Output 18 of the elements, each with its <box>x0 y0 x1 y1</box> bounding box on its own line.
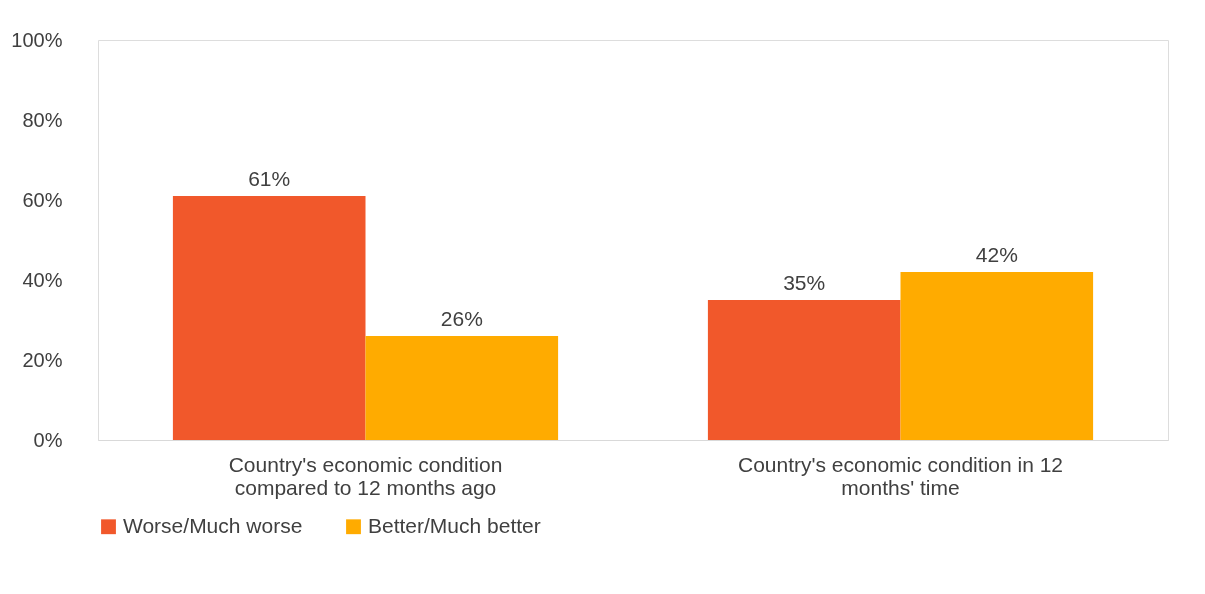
data-label: 35% <box>783 271 826 294</box>
bar <box>900 272 1094 440</box>
x-tick-label: Country's economic condition compared to 12 months ago <box>228 452 503 499</box>
y-tick-label: 40% <box>22 268 63 291</box>
legend-label: Worse/Much worse <box>123 513 303 537</box>
data-label: 61% <box>248 167 291 190</box>
y-tick-label: 20% <box>22 348 63 371</box>
y-tick-label: 80% <box>22 108 63 131</box>
y-tick-label: 0% <box>33 428 63 451</box>
y-tick-label: 60% <box>22 188 63 211</box>
legend-label: Better/Much better <box>368 513 541 537</box>
data-label: 26% <box>440 307 483 330</box>
y-tick-label: 100% <box>11 28 63 51</box>
x-tick-label: Country's economic condition in 12 months' time <box>737 452 1064 499</box>
bar <box>365 336 559 440</box>
bar <box>172 196 366 440</box>
data-label: 42% <box>975 243 1018 266</box>
bar <box>707 300 901 440</box>
